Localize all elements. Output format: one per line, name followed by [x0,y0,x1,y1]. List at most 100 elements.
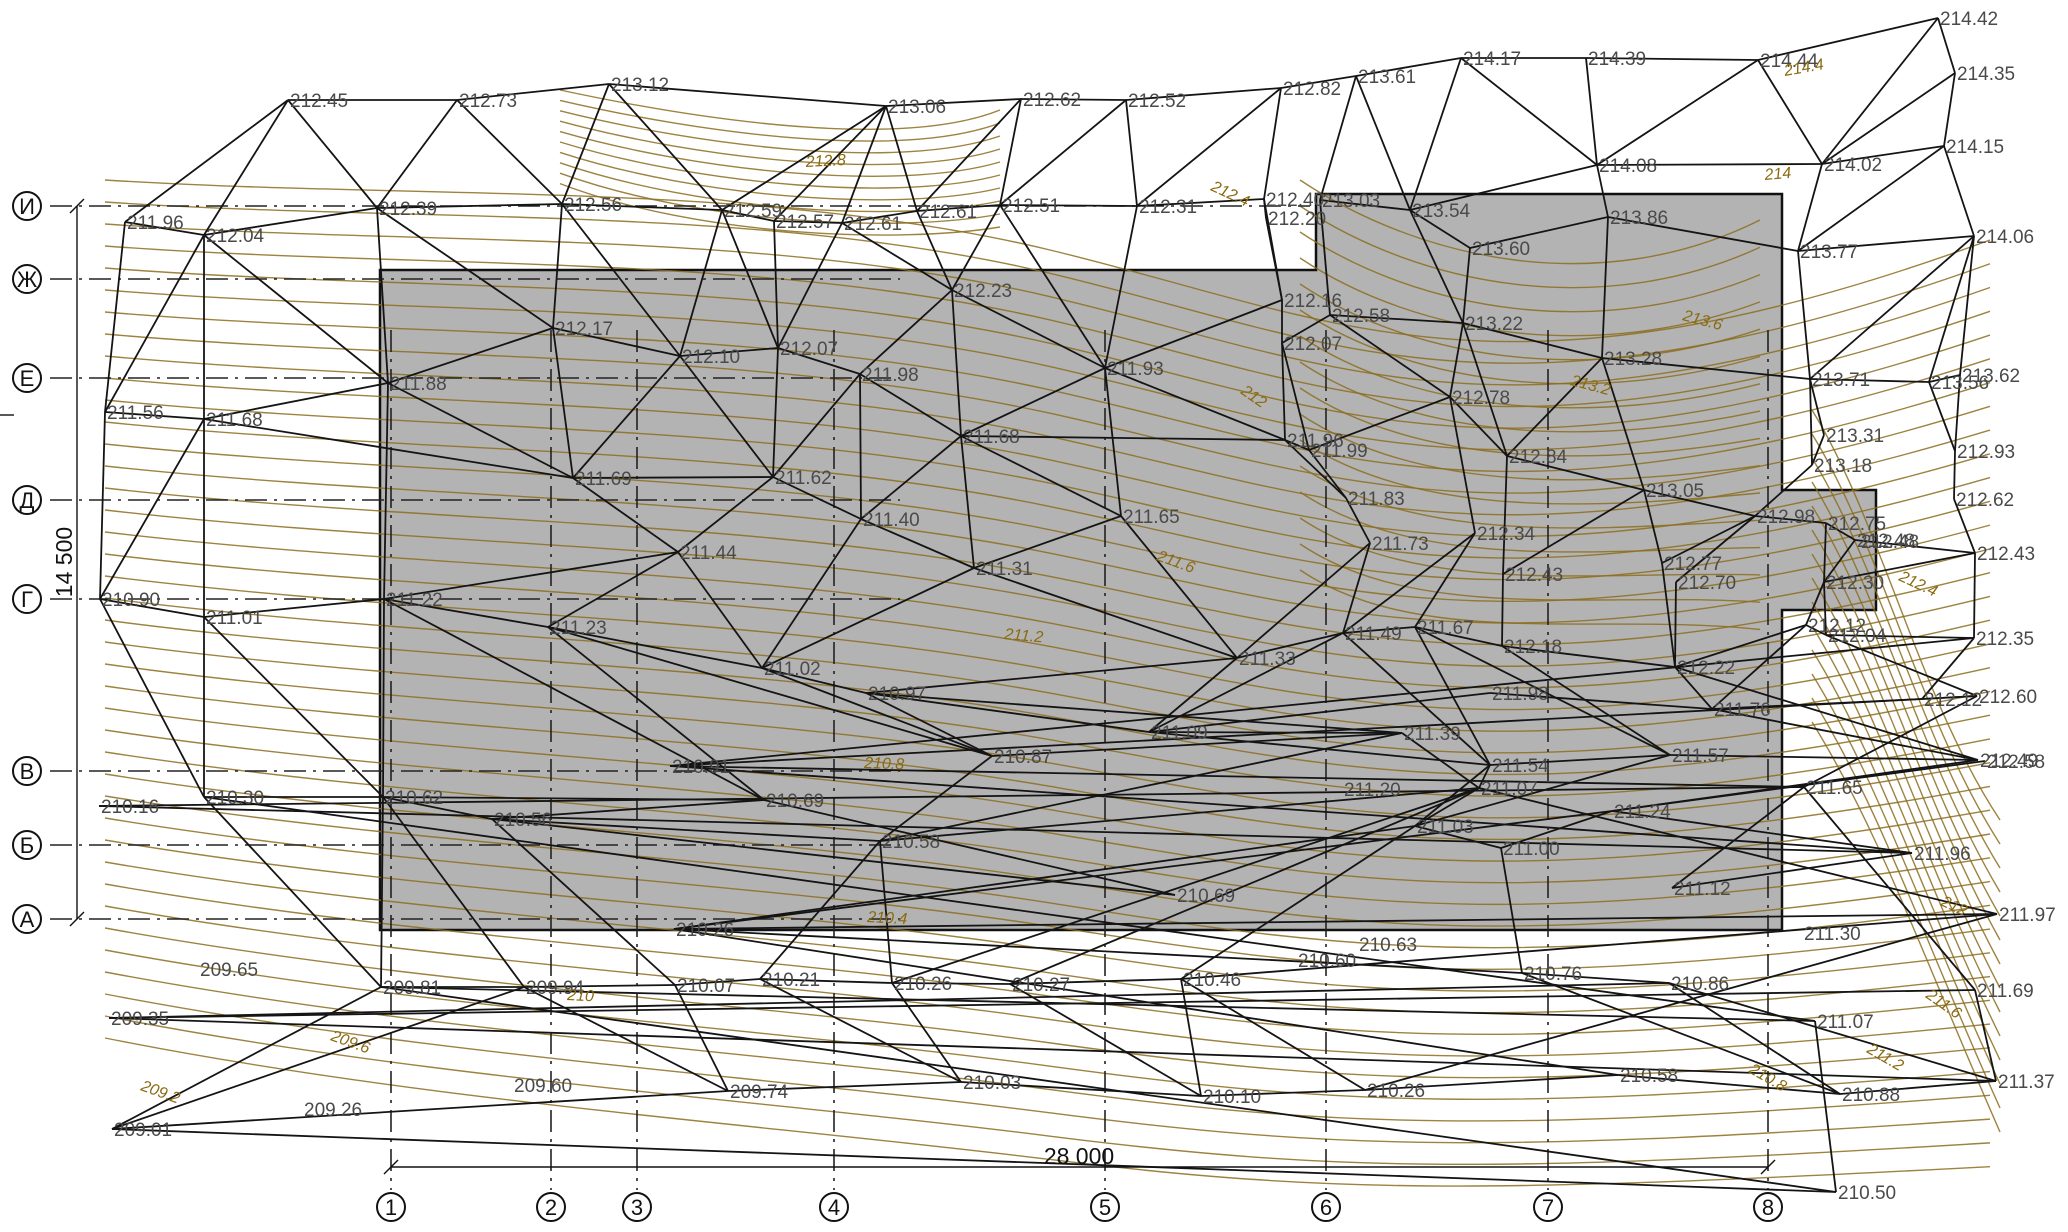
tin-edge-154 [960,435,1122,517]
contour-label: 212.4 [1895,568,1939,601]
elevation-label: 211.96 [1914,844,1971,865]
elevation-label: 211.67 [1417,618,1474,639]
tin-edge-180 [1674,581,1677,668]
elevation-label: 213.77 [1800,242,1858,263]
tin-edge-277 [1009,978,1182,985]
contour-line-35 [104,949,1991,1101]
contour-line-58 [1811,457,2001,869]
elevation-label: 212.48 [1861,532,1919,553]
tin-edge-21 [721,105,887,211]
col-axis-label: 6 [1320,1195,1332,1220]
tin-edge-133 [572,476,774,479]
elevation-label: 212.78 [1452,388,1510,409]
tin-edge-263 [1478,787,1998,915]
tin-edge-185 [203,598,385,618]
elevation-label: 212.70 [1678,573,1736,594]
tin-edge-173 [973,567,1238,659]
elevation-label: 212.58 [1987,752,2045,773]
tin-edge-137 [1284,439,1310,451]
tin-edge-194 [1674,624,1807,668]
tin-edge-20 [608,83,723,211]
elevation-label: 212.34 [1477,524,1536,545]
elevation-label: 211.93 [1107,359,1164,380]
elevation-label: 210.87 [994,747,1052,768]
axis-bubbles: И Ж Е Д Г В Б А 1 2 3 4 5 6 7 8 [12,191,1783,1222]
tin-edge-214 [1674,666,1979,761]
tin-edge-45 [376,203,563,209]
tin-edge-291 [759,978,962,1083]
col-axis-bubble [1753,1192,1783,1222]
tin-edge-90 [203,382,389,420]
elevation-label: 211.65 [1123,507,1180,528]
col-axis-bubble [1090,1192,1120,1222]
elevation-label: 214.42 [1940,9,1998,30]
tin-edge-158 [1308,449,1347,499]
tin-edge-35 [1585,57,1598,166]
elevation-label: 211.69 [1977,981,2034,1002]
contour-line-47 [1299,361,1761,433]
elevation-label: 210.26 [894,974,952,995]
contour-line-45 [1299,309,1761,385]
dimension-horizontal: 28 000 [1044,1143,1114,1169]
tin-edge-61 [1797,163,1823,252]
row-axis-bubble [12,363,42,393]
tin-edge-4 [1020,98,1127,101]
elevation-label: 211.24 [1614,802,1671,823]
tin-edge-50 [916,204,1001,212]
tin-edge-27 [999,99,1127,206]
tin-edge-186 [383,598,549,628]
tin-edge-203 [547,626,765,801]
elevation-label: 211.37 [1998,1072,2055,1093]
tin-edge-300 [1668,982,1997,1082]
tin-edge-83 [1462,247,1471,324]
tin-edge-252 [1500,810,1613,849]
elevation-label: 213.54 [1412,201,1471,222]
elevation-label: 210.46 [1183,970,1241,991]
tin-edge-175 [1342,542,1371,634]
tin-edge-44 [203,207,378,236]
tin-edge-118 [951,289,962,437]
tin-edge-130 [1809,378,1813,466]
tin-edge-48 [773,220,843,224]
contour-line-70 [559,89,1001,130]
tin-edge-109 [387,382,574,479]
row-axis-label: Б [20,833,34,858]
elevation-label: 212.35 [1976,629,2034,650]
elevation-label: 210.62 [385,788,443,809]
elevation-label: 212.07 [1284,334,1342,355]
elevation-label: 212.07 [780,339,838,360]
tin-edge-163 [1643,489,1663,564]
tin-edge-145 [1754,464,1813,517]
tin-edge-229 [1669,754,1979,761]
elevation-label: 212.93 [1957,442,2015,463]
tin-edge-259 [491,818,676,986]
elevation-label: 212.75 [1828,514,1886,535]
tin-edge-138 [1308,396,1451,451]
elevation-label: 211.57 [1672,746,1729,767]
tin-edge-15 [203,99,289,236]
contour-line-23 [104,685,1991,841]
elevation-label: 212.04 [1828,626,1887,647]
tin-edge-293 [1009,983,1202,1097]
contour-label: 211.2 [1003,626,1044,646]
elevation-label: 212.98 [1757,507,1815,528]
contour-line-73 [559,120,1001,166]
elevation-label: 212.43 [1505,565,1563,586]
tin-edge-225 [991,732,1403,757]
elevation-label: 211.98 [1492,684,1549,705]
tin-edge-89 [104,411,205,420]
tin-edge-67 [376,207,554,329]
elevation-label: 213.61 [1358,67,1416,88]
tin-edge-104 [1928,374,1961,383]
row-axis-bubble [12,485,42,515]
tin-edge-42 [1797,235,1975,252]
elevation-label: 211.31 [976,559,1033,580]
tin-edge-32 [1355,75,1411,211]
elevation-label: 211.96 [1287,431,1344,452]
tin-edge-129 [1809,378,1825,436]
elevation-label: 211.65 [1806,778,1863,799]
tin-edge-113 [679,355,774,478]
tin-edge-207 [865,692,1150,733]
tin-edge-157 [1284,439,1347,499]
